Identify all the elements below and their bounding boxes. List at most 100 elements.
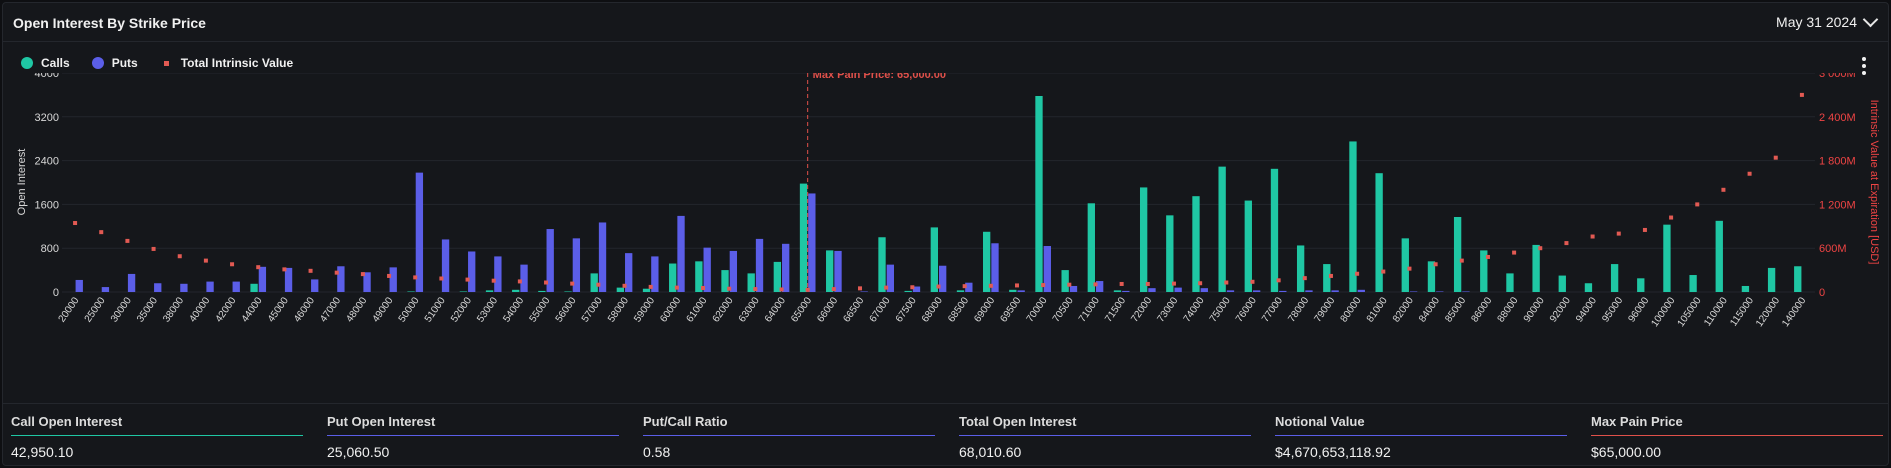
intrinsic-point	[988, 283, 993, 288]
intrinsic-point	[491, 278, 496, 283]
put-bar	[1200, 288, 1208, 292]
put-bar	[1122, 290, 1130, 292]
chart-grid	[62, 73, 1815, 293]
intrinsic-point	[1145, 281, 1150, 286]
call-bar	[1427, 261, 1436, 292]
put-bar	[101, 287, 110, 292]
calls-swatch-icon	[21, 57, 33, 69]
call-bar	[1139, 187, 1148, 292]
x-tick-label: 92000	[1548, 295, 1573, 324]
legend-label-calls: Calls	[41, 56, 70, 70]
put-bar	[1409, 291, 1418, 292]
intrinsic-point	[544, 280, 549, 285]
call-bar	[616, 287, 625, 292]
call-bar	[1767, 267, 1776, 292]
intrinsic-point	[413, 275, 418, 280]
y2-axis-title: Intrinsic Value at Expiration [USD]	[1868, 100, 1880, 265]
y2-tick-label: 3 000M	[1819, 73, 1856, 80]
call-bar	[669, 263, 677, 292]
stat-value: 0.58	[643, 444, 671, 460]
legend-item-puts[interactable]: Puts	[91, 56, 138, 70]
put-bar	[1331, 290, 1339, 292]
intrinsic-point	[517, 279, 522, 284]
legend-item-intrinsic[interactable]: Total Intrinsic Value	[160, 56, 293, 70]
x-tick-label: 25000	[83, 295, 108, 324]
put-bar	[258, 266, 267, 292]
put-bar	[729, 250, 738, 292]
put-bar	[965, 282, 973, 292]
intrinsic-point	[1250, 279, 1255, 284]
put-bar	[912, 286, 921, 292]
call-bar	[983, 231, 991, 292]
call-bar	[1558, 275, 1566, 292]
stat-label: Put/Call Ratio	[643, 414, 935, 436]
x-tick-label: 75000	[1208, 295, 1233, 324]
x-tick-label: 88000	[1496, 295, 1521, 324]
y2-tick-label: 1 800M	[1819, 156, 1856, 168]
put-bar	[441, 239, 450, 292]
intrinsic-point	[1616, 231, 1621, 236]
legend-item-calls[interactable]: Calls	[21, 56, 70, 70]
intrinsic-point	[99, 230, 104, 235]
call-bar	[721, 270, 729, 292]
intrinsic-point	[1276, 278, 1281, 283]
intrinsic-point	[151, 246, 156, 251]
put-bar	[572, 238, 581, 292]
puts-swatch-icon	[91, 57, 104, 69]
x-tick-label: 69500	[998, 295, 1023, 324]
x-tick-label: 59000	[632, 295, 657, 324]
stat-label: Notional Value	[1275, 414, 1567, 436]
x-tick-label: 57000	[580, 295, 605, 324]
put-bar	[494, 256, 502, 292]
x-tick-label: 80000	[1339, 295, 1364, 324]
x-tick-label: 70000	[1025, 295, 1050, 324]
put-bar	[1305, 290, 1313, 292]
call-bar	[773, 261, 782, 292]
put-bar	[1069, 285, 1078, 292]
put-bar	[1226, 290, 1235, 292]
call-bar	[799, 183, 808, 292]
intrinsic-point	[177, 254, 182, 259]
x-tick-label: 40000	[187, 295, 212, 324]
more-options-icon[interactable]	[1862, 57, 1866, 75]
call-bar	[538, 290, 546, 292]
put-bar	[1252, 290, 1261, 292]
put-bar	[1043, 246, 1051, 292]
x-tick-label: 94000	[1574, 295, 1599, 324]
expiry-date-select[interactable]: May 31 2024	[1776, 11, 1879, 30]
x-tick-label: 61000	[685, 295, 710, 324]
x-tick-label: 51000	[423, 295, 448, 324]
intrinsic-point	[308, 268, 313, 273]
intrinsic-point	[1433, 262, 1438, 267]
intrinsic-point	[1381, 269, 1386, 274]
put-bar	[939, 265, 947, 292]
x-tick-label: 77000	[1260, 295, 1285, 324]
intrinsic-point	[1695, 202, 1700, 207]
intrinsic-swatch-icon	[163, 60, 169, 66]
x-tick-label: 63000	[737, 295, 762, 324]
intrinsic-point	[465, 277, 470, 282]
x-tick-label: 46000	[292, 295, 317, 324]
x-tick-label: 30000	[109, 295, 134, 324]
x-tick-label: 58000	[606, 295, 631, 324]
intrinsic-point	[1564, 241, 1569, 246]
call-bar	[512, 289, 520, 292]
intrinsic-point	[936, 284, 941, 289]
x-tick-label: 65000	[789, 295, 814, 324]
intrinsic-point	[1014, 283, 1019, 288]
x-tick-label: 47000	[318, 295, 343, 324]
put-bar	[598, 222, 607, 292]
x-tick-label: 140000	[1780, 295, 1808, 329]
call-bar	[1061, 270, 1069, 292]
legend-label-intrinsic: Total Intrinsic Value	[180, 56, 294, 70]
card-header: Open Interest By Strike Price May 31 202…	[3, 3, 1888, 42]
x-tick-label: 76000	[1234, 295, 1259, 324]
intrinsic-point	[73, 221, 78, 226]
x-tick-label: 68000	[920, 295, 945, 324]
stat-label: Max Pain Price	[1591, 414, 1883, 436]
call-bar	[930, 227, 938, 292]
x-tick-label: 115000	[1728, 295, 1756, 328]
put-bar	[1095, 281, 1104, 292]
stat-max-pain-price: Max Pain Price $65,000.00	[1583, 404, 1883, 465]
call-bar	[1087, 203, 1095, 292]
